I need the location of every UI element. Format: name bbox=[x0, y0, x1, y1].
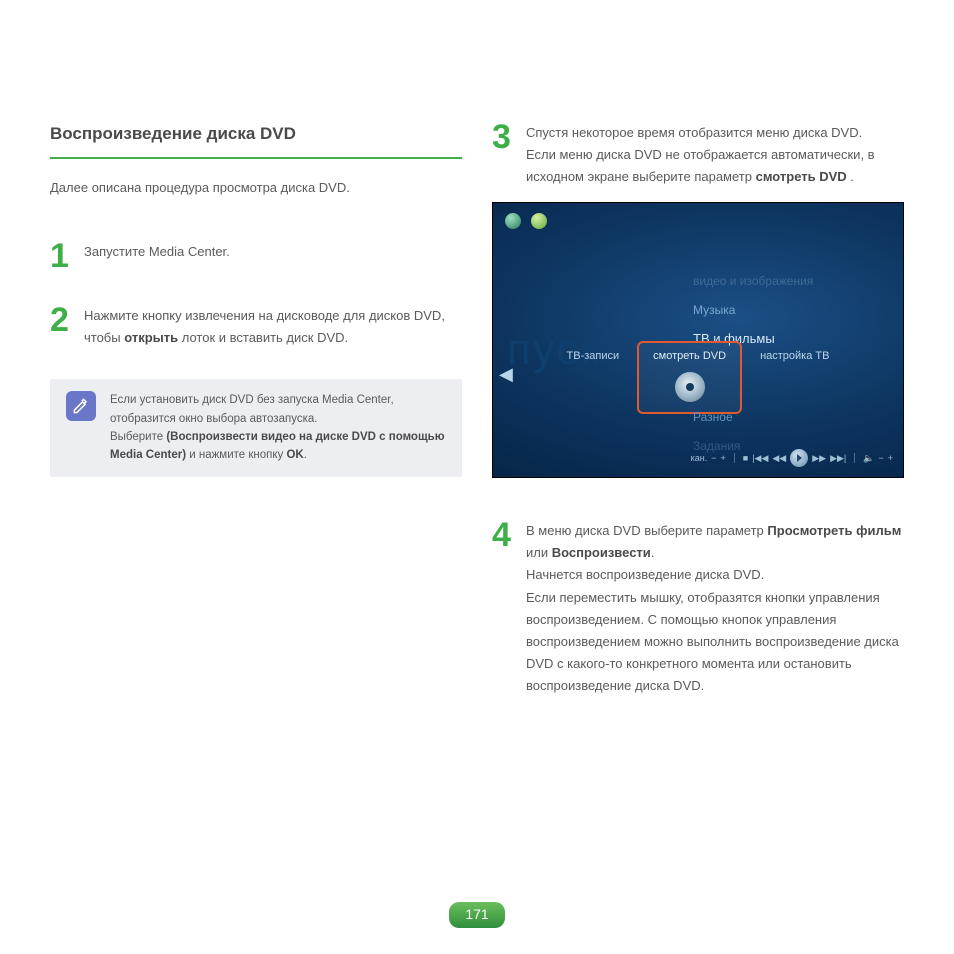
next-icon: ▶▶| bbox=[830, 451, 846, 466]
mc-horizontal-row: ТВ-записи смотреть DVD настройка ТВ bbox=[493, 341, 903, 414]
mc-row-item: ТВ-записи bbox=[567, 341, 620, 366]
mc-playback-controls: кан. − + ■ |◀◀ ◀◀ ▶▶ ▶▶| 🔈 − + bbox=[691, 449, 893, 467]
pencil-icon bbox=[66, 391, 96, 421]
bold: Воспроизвести bbox=[552, 545, 651, 560]
back-icon bbox=[505, 213, 521, 229]
note-text: Если установить диск DVD без запуска Med… bbox=[110, 391, 446, 465]
play-icon bbox=[790, 449, 808, 467]
channel-label: кан. bbox=[691, 451, 708, 466]
section-title: Воспроизведение диска DVD bbox=[50, 120, 462, 159]
note-line: Если установить диск DVD без запуска Med… bbox=[110, 391, 446, 428]
text: . bbox=[651, 545, 655, 560]
step-text: В меню диска DVD выберите параметр Просм… bbox=[526, 518, 904, 697]
media-center-screenshot: пуск видео и изображения Музыка ТВ и фил… bbox=[492, 202, 904, 478]
text: Если переместить мышку, отобразятся кноп… bbox=[526, 587, 904, 697]
minus-icon: − bbox=[878, 451, 883, 466]
right-column: 3 Спустя некоторое время отобразится мен… bbox=[492, 120, 904, 727]
plus-icon: + bbox=[720, 451, 725, 466]
text: Спустя некоторое время отобразится меню … bbox=[526, 122, 904, 144]
dvd-disc-icon bbox=[675, 372, 705, 402]
bold: Просмотреть фильм bbox=[767, 523, 901, 538]
text: и нажмите кнопку bbox=[186, 449, 286, 461]
text: . bbox=[304, 449, 307, 461]
windows-icon bbox=[531, 213, 547, 229]
mc-menu-item: Разное bbox=[693, 407, 740, 427]
step-number: 3 bbox=[492, 120, 516, 188]
rewind-icon: ◀◀ bbox=[772, 451, 786, 466]
text: . bbox=[847, 169, 854, 184]
mc-tile-label: смотреть DVD bbox=[653, 347, 726, 366]
volume-icon: 🔈 bbox=[863, 451, 874, 466]
text: В меню диска DVD выберите параметр Просм… bbox=[526, 520, 904, 564]
minus-icon: − bbox=[711, 451, 716, 466]
left-column: Воспроизведение диска DVD Далее описана … bbox=[50, 120, 462, 727]
transport-group: ■ |◀◀ ◀◀ ▶▶ ▶▶| bbox=[743, 449, 847, 467]
channel-group: кан. − + bbox=[691, 451, 726, 466]
prev-icon: |◀◀ bbox=[752, 451, 768, 466]
step-text: Нажмите кнопку извлечения на дисководе д… bbox=[84, 303, 462, 349]
mc-menu-item: видео и изображения bbox=[693, 271, 813, 291]
text: лоток и вставить диск DVD. bbox=[178, 330, 348, 345]
bold: смотреть DVD bbox=[756, 169, 847, 184]
text: Начнется воспроизведение диска DVD. bbox=[526, 564, 904, 586]
fastforward-icon: ▶▶ bbox=[812, 451, 826, 466]
mc-top-icons bbox=[505, 213, 547, 229]
volume-group: 🔈 − + bbox=[863, 451, 893, 466]
step-2: 2 Нажмите кнопку извлечения на дисководе… bbox=[50, 303, 462, 349]
step-3: 3 Спустя некоторое время отобразится мен… bbox=[492, 120, 904, 188]
mc-menu-item: Музыка bbox=[693, 300, 813, 320]
step-number: 4 bbox=[492, 518, 516, 697]
step-text: Спустя некоторое время отобразится меню … bbox=[526, 120, 904, 188]
step-number: 1 bbox=[50, 239, 74, 273]
plus-icon: + bbox=[888, 451, 893, 466]
note-box: Если установить диск DVD без запуска Med… bbox=[50, 379, 462, 477]
text: Выберите bbox=[110, 431, 166, 443]
stop-icon: ■ bbox=[743, 451, 748, 466]
bold: OK bbox=[286, 449, 303, 461]
step-1: 1 Запустите Media Center. bbox=[50, 239, 462, 273]
page-number-badge: 171 bbox=[449, 902, 505, 928]
bold: открыть bbox=[124, 330, 178, 345]
text: или bbox=[526, 545, 552, 560]
step-4: 4 В меню диска DVD выберите параметр Про… bbox=[492, 518, 904, 697]
text: В меню диска DVD выберите параметр bbox=[526, 523, 767, 538]
separator bbox=[734, 453, 735, 463]
text: Если меню диска DVD не отображается авто… bbox=[526, 144, 904, 188]
mc-row-item: настройка ТВ bbox=[760, 341, 829, 366]
step-number: 2 bbox=[50, 303, 74, 349]
separator bbox=[854, 453, 855, 463]
step-text: Запустите Media Center. bbox=[84, 239, 462, 273]
note-line: Выберите (Воспроизвести видео на диске D… bbox=[110, 428, 446, 465]
intro-text: Далее описана процедура просмотра диска … bbox=[50, 177, 462, 199]
mc-tile-highlight: смотреть DVD bbox=[637, 341, 742, 414]
